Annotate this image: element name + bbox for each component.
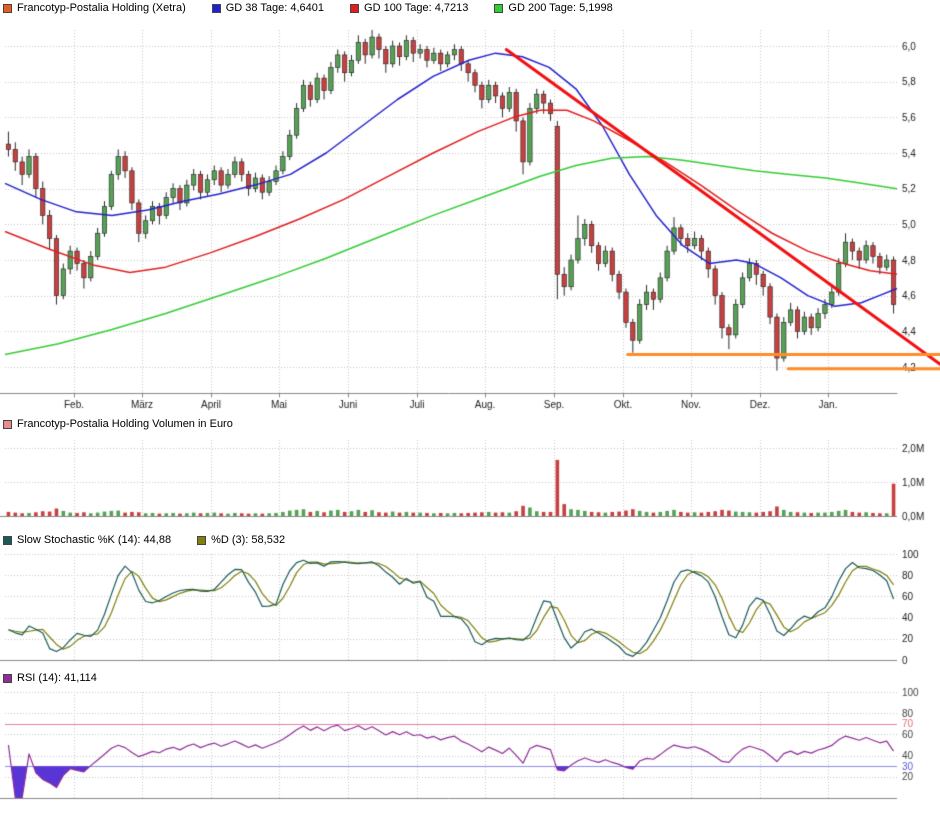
volume-label: Francotyp-Postalia Holding Volumen in Eu… [17, 418, 233, 430]
stoch-k-legend: Slow Stochastic %K (14): 44,88 [3, 534, 171, 546]
gd100-marker-icon [350, 3, 360, 13]
chart-title: Francotyp-Postalia Holding (Xetra) [17, 2, 186, 14]
gd38-marker-icon [211, 3, 221, 13]
price-chart-canvas [0, 16, 940, 416]
stoch-d-legend: %D (3): 58,532 [197, 534, 285, 546]
stoch-d-marker-icon [197, 535, 207, 545]
rsi-chart-canvas [0, 686, 940, 814]
gd38-legend: GD 38 Tage: 4,6401 [211, 2, 325, 14]
gd100-legend: GD 100 Tage: 4,7213 [350, 2, 468, 14]
price-series-marker-icon [3, 3, 12, 13]
volume-marker-icon [3, 419, 12, 429]
gd100-label: GD 100 Tage: 4,7213 [364, 2, 469, 14]
price-legend-row: Francotyp-Postalia Holding (Xetra) GD 38… [0, 0, 940, 16]
volume-legend-row: Francotyp-Postalia Holding Volumen in Eu… [0, 416, 940, 432]
price-series-legend: Francotyp-Postalia Holding (Xetra) [3, 2, 186, 14]
volume-series-legend: Francotyp-Postalia Holding Volumen in Eu… [3, 418, 233, 430]
rsi-legend-row: RSI (14): 41,114 [0, 670, 940, 686]
gd200-label: GD 200 Tage: 5,1998 [508, 2, 613, 14]
stoch-k-marker-icon [3, 535, 12, 545]
stoch-k-label: Slow Stochastic %K (14): 44,88 [17, 534, 172, 546]
gd38-label: GD 38 Tage: 4,6401 [225, 2, 325, 14]
volume-chart-canvas [0, 432, 940, 532]
stoch-d-label: %D (3): 58,532 [211, 534, 286, 546]
gd200-marker-icon [494, 3, 504, 13]
rsi-marker-icon [3, 673, 12, 683]
stochastic-chart-canvas [0, 548, 940, 670]
gd200-legend: GD 200 Tage: 5,1998 [494, 2, 613, 14]
stochastic-legend-row: Slow Stochastic %K (14): 44,88 %D (3): 5… [0, 532, 940, 548]
rsi-label: RSI (14): 41,114 [17, 672, 97, 684]
rsi-series-legend: RSI (14): 41,114 [3, 672, 97, 684]
